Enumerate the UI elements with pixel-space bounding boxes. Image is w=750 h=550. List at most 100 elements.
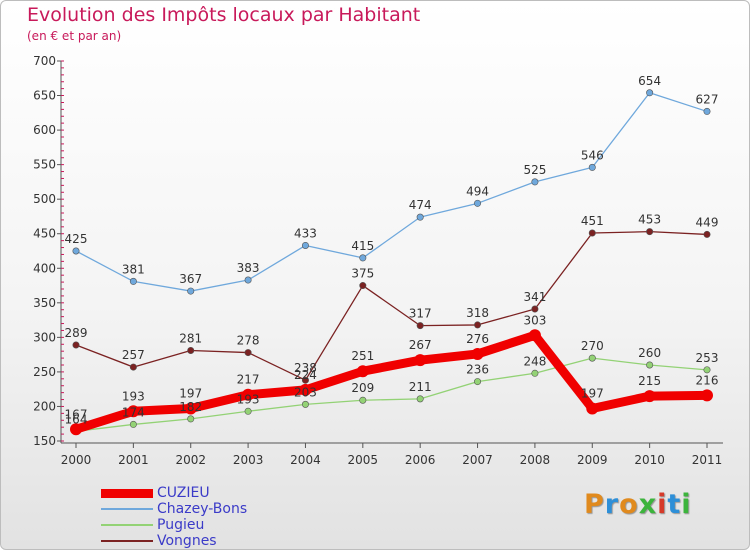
data-label: 433 <box>294 226 317 240</box>
data-point <box>299 383 312 396</box>
chart-title: Evolution des Impôts locaux par Habitant <box>27 4 421 26</box>
y-tick-label: 350 <box>33 296 56 310</box>
data-point <box>129 363 137 371</box>
legend-swatch <box>101 524 153 526</box>
logo-letter: r <box>604 489 620 520</box>
data-label: 197 <box>179 387 202 401</box>
x-tick-label: 2006 <box>405 453 436 467</box>
y-tick-label: 450 <box>33 227 56 241</box>
data-point <box>301 376 309 384</box>
data-label: 276 <box>466 332 489 346</box>
data-point <box>72 247 80 255</box>
data-point <box>416 395 424 403</box>
data-point <box>359 254 367 262</box>
data-point <box>474 378 482 386</box>
y-tick-label: 500 <box>33 192 56 206</box>
data-label: 174 <box>122 405 145 419</box>
data-label: 215 <box>638 374 661 388</box>
series-line-chazey-bons <box>75 92 708 292</box>
data-label: 449 <box>696 215 719 229</box>
data-point <box>474 321 482 329</box>
x-tick-label: 2003 <box>233 453 264 467</box>
data-label: 375 <box>351 267 374 281</box>
data-label: 248 <box>523 354 546 368</box>
data-label: 474 <box>409 198 432 212</box>
data-label: 318 <box>466 306 489 320</box>
data-label: 209 <box>351 381 374 395</box>
y-tick-label: 400 <box>33 261 56 275</box>
data-point <box>356 365 369 378</box>
data-label: 236 <box>466 363 489 377</box>
x-tick-label: 2004 <box>290 453 321 467</box>
legend: CUZIEU Chazey-Bons Pugieu Vongnes <box>101 485 247 549</box>
data-label: 216 <box>696 373 719 387</box>
data-point <box>414 354 427 367</box>
data-point <box>703 366 711 374</box>
data-point <box>129 420 137 428</box>
data-label: 270 <box>581 339 604 353</box>
data-point <box>646 228 654 236</box>
y-tick-label: 600 <box>33 123 56 137</box>
data-label: 253 <box>696 351 719 365</box>
y-tick-label: 150 <box>33 434 56 448</box>
data-label: 211 <box>409 380 432 394</box>
data-label: 197 <box>581 387 604 401</box>
data-label: 224 <box>294 368 317 382</box>
data-label: 453 <box>638 213 661 227</box>
legend-item: Vongnes <box>101 533 247 549</box>
data-point <box>70 423 82 436</box>
data-point <box>416 213 424 221</box>
data-point <box>703 230 711 238</box>
legend-swatch <box>101 488 153 498</box>
x-tick-label: 2010 <box>634 453 665 467</box>
data-point <box>643 390 656 403</box>
data-point <box>187 287 195 295</box>
legend-swatch <box>101 508 153 510</box>
logo-letter: i <box>681 489 692 520</box>
data-label: 260 <box>638 346 661 360</box>
data-label: 415 <box>351 239 374 253</box>
y-tick-label: 550 <box>33 158 56 172</box>
data-label: 451 <box>581 214 604 228</box>
data-point <box>701 389 713 402</box>
data-point <box>72 341 80 349</box>
data-label: 303 <box>523 313 546 327</box>
series-line-vongnes <box>75 231 708 381</box>
data-label: 281 <box>179 331 202 345</box>
logo-letter: P <box>584 489 605 520</box>
y-tick-label: 200 <box>33 399 56 413</box>
y-tick-label: 300 <box>33 330 56 344</box>
data-point <box>187 415 195 423</box>
y-tick-label: 250 <box>33 365 56 379</box>
legend-item: Chazey-Bons <box>101 501 247 517</box>
data-point <box>244 407 252 415</box>
data-label: 654 <box>638 74 661 88</box>
x-tick-label: 2008 <box>520 453 551 467</box>
data-point <box>588 229 596 237</box>
data-point <box>301 241 309 249</box>
data-point <box>187 346 195 354</box>
data-label: 238 <box>294 361 317 375</box>
legend-item: Pugieu <box>101 517 247 533</box>
data-label: 193 <box>122 389 145 403</box>
legend-label: Chazey-Bons <box>157 501 248 517</box>
proxiti-logo: Proxiti <box>584 489 692 520</box>
data-label: 627 <box>696 92 719 106</box>
series-line-pugieu <box>75 357 708 432</box>
data-label: 341 <box>523 290 546 304</box>
logo-letter: t <box>667 489 682 520</box>
x-tick-label: 2009 <box>577 453 608 467</box>
logo-letter: x <box>638 489 658 520</box>
data-label: 203 <box>294 385 317 399</box>
data-point <box>129 277 137 285</box>
data-point <box>471 347 484 360</box>
data-point <box>531 178 539 186</box>
legend-label: Vongnes <box>157 533 217 549</box>
data-label: 494 <box>466 184 489 198</box>
legend-item: CUZIEU <box>101 485 247 501</box>
data-label: 546 <box>581 148 604 162</box>
series-line-cuzieu <box>71 330 712 434</box>
data-label: 217 <box>237 373 260 387</box>
